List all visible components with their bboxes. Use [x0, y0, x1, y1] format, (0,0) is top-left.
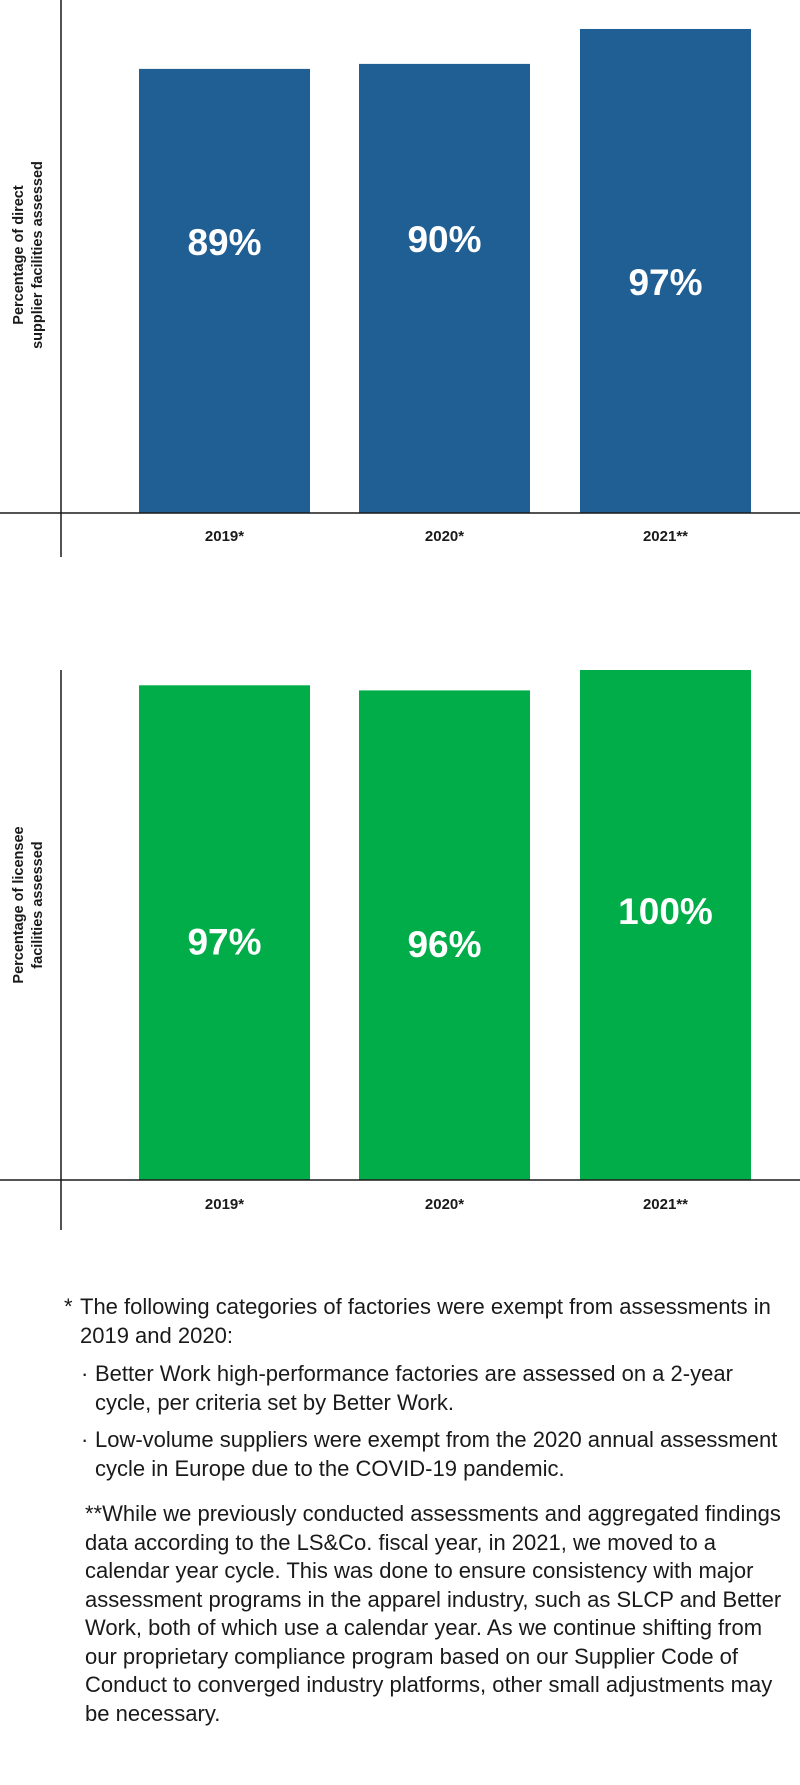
- footnote-bullet-text: Low-volume suppliers were exempt from th…: [95, 1427, 778, 1481]
- direct-supplier-plot: 89% 2019* 90% 2020* 97% 2021**: [0, 0, 800, 557]
- footnote-bullet-text: Better Work high-performance factories a…: [95, 1361, 733, 1415]
- bar-value-label: 96%: [407, 924, 481, 965]
- bar-2021: [580, 670, 751, 1180]
- licensee-chart: Percentage of licensee facilities assess…: [0, 660, 800, 1230]
- x-tick-label: 2020*: [425, 528, 464, 545]
- footnote-double-asterisk: **While we previously conducted assessme…: [60, 1500, 790, 1728]
- footnote-bullet: · Low-volume suppliers were exempt from t…: [80, 1426, 790, 1483]
- licensee-plot: 97% 2019* 96% 2020* 100% 2021**: [0, 670, 800, 1230]
- footnote-mark: **: [85, 1501, 103, 1526]
- footnote-mark: *: [64, 1294, 73, 1319]
- bar-2020: [359, 690, 530, 1180]
- bar-value-label: 100%: [618, 891, 713, 932]
- x-tick-label: 2021**: [643, 528, 688, 545]
- bar-value-label: 89%: [187, 222, 261, 263]
- footnotes: * The following categories of factories …: [60, 1293, 790, 1728]
- bar-value-label: 90%: [407, 219, 481, 260]
- bar-2019: [139, 685, 310, 1180]
- bullet-dot-icon: ·: [81, 1427, 89, 1452]
- footnote-bullet-list: · Better Work high-performance factories …: [80, 1360, 790, 1483]
- direct-supplier-chart: Percentage of direct supplier facilities…: [0, 0, 800, 560]
- x-tick-label: 2019*: [205, 528, 244, 545]
- footnote-bullet: · Better Work high-performance factories …: [80, 1360, 790, 1417]
- footnote-text: The following categories of factories we…: [80, 1294, 771, 1348]
- bar-2020: [359, 63, 530, 514]
- footnote-text: While we previously conducted assessment…: [85, 1501, 782, 1726]
- x-tick-label: 2021**: [643, 1196, 688, 1213]
- footnote-single-asterisk: * The following categories of factories …: [60, 1293, 790, 1483]
- x-tick-label: 2019*: [205, 1196, 244, 1213]
- bar-value-label: 97%: [628, 262, 702, 303]
- bullet-dot-icon: ·: [81, 1361, 89, 1386]
- x-tick-label: 2020*: [425, 1196, 464, 1213]
- bar-value-label: 97%: [187, 921, 261, 962]
- bar-2019: [139, 68, 310, 513]
- bar-2021: [580, 28, 751, 513]
